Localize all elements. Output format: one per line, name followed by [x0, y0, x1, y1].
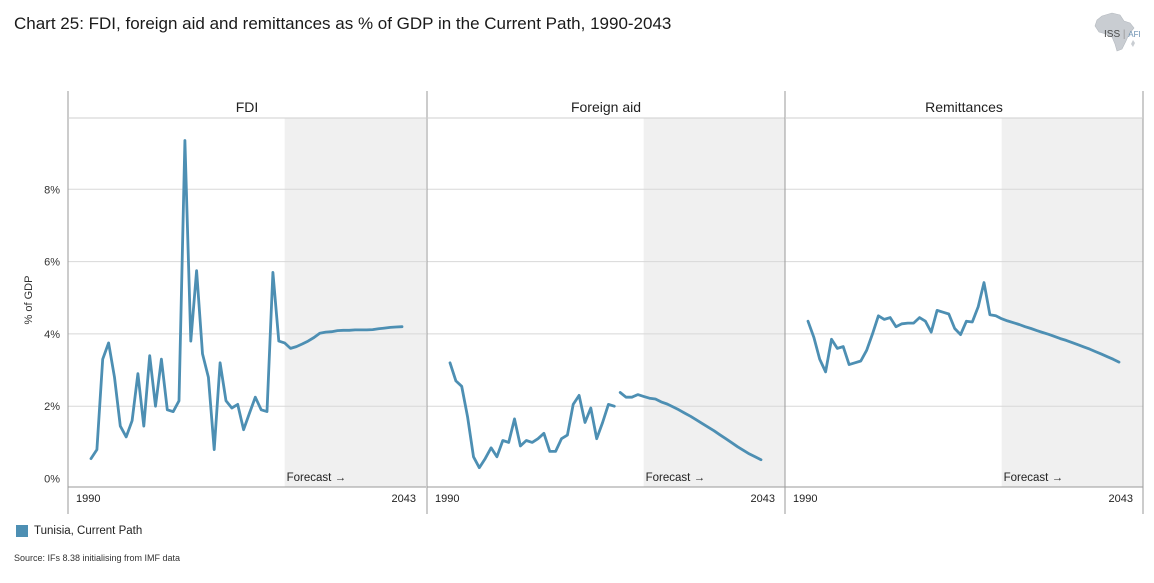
y-tick-label: 0%: [44, 474, 60, 486]
x-tick-label: 2043: [392, 493, 416, 505]
source-note: Source: IFs 8.38 initialising from IMF d…: [14, 553, 181, 563]
x-tick-label: 1990: [76, 493, 100, 505]
forecast-band: [284, 118, 426, 487]
forecast-band: [643, 118, 785, 487]
series-line: [618, 391, 763, 462]
series-line: [806, 281, 1121, 374]
y-axis-label: % of GDP: [23, 276, 35, 325]
logo-iss-text: ISS: [1104, 29, 1121, 40]
logo-text: ISS | AFI: [1104, 29, 1141, 40]
chart-panel: Foreign aid Forecast → 1990 2043: [426, 91, 785, 514]
legend-swatch: [16, 525, 28, 537]
chart-panel: FDI Forecast → 1990 2043: [67, 91, 426, 514]
x-tick-label: 1990: [793, 493, 817, 505]
panel-title: Remittances: [925, 99, 1003, 115]
logo-afi-text: AFI: [1128, 30, 1141, 39]
panel-title: FDI: [236, 99, 259, 115]
y-tick-label: 8%: [44, 184, 60, 196]
forecast-label: Forecast →: [287, 472, 346, 484]
x-tick-label: 2043: [751, 493, 775, 505]
chart-legend: Tunisia, Current Path: [16, 525, 142, 537]
y-tick-label: 4%: [44, 329, 60, 341]
legend-label: Tunisia, Current Path: [34, 525, 143, 537]
y-tick-label: 6%: [44, 257, 60, 269]
series-line: [89, 139, 404, 460]
africa-map-logo-icon: [1094, 12, 1135, 52]
forecast-band: [1001, 118, 1143, 487]
x-tick-label: 2043: [1109, 493, 1133, 505]
forecast-label: Forecast →: [1004, 472, 1063, 484]
chart-panel: Remittances Forecast → 1990 2043: [784, 91, 1144, 514]
x-tick-label: 1990: [435, 493, 459, 505]
forecast-label: Forecast →: [646, 472, 705, 484]
y-tick-label: 2%: [44, 401, 60, 413]
panel-title: Foreign aid: [571, 99, 641, 115]
chart-title: Chart 25: FDI, foreign aid and remittanc…: [14, 14, 672, 33]
series-line: [448, 361, 616, 470]
